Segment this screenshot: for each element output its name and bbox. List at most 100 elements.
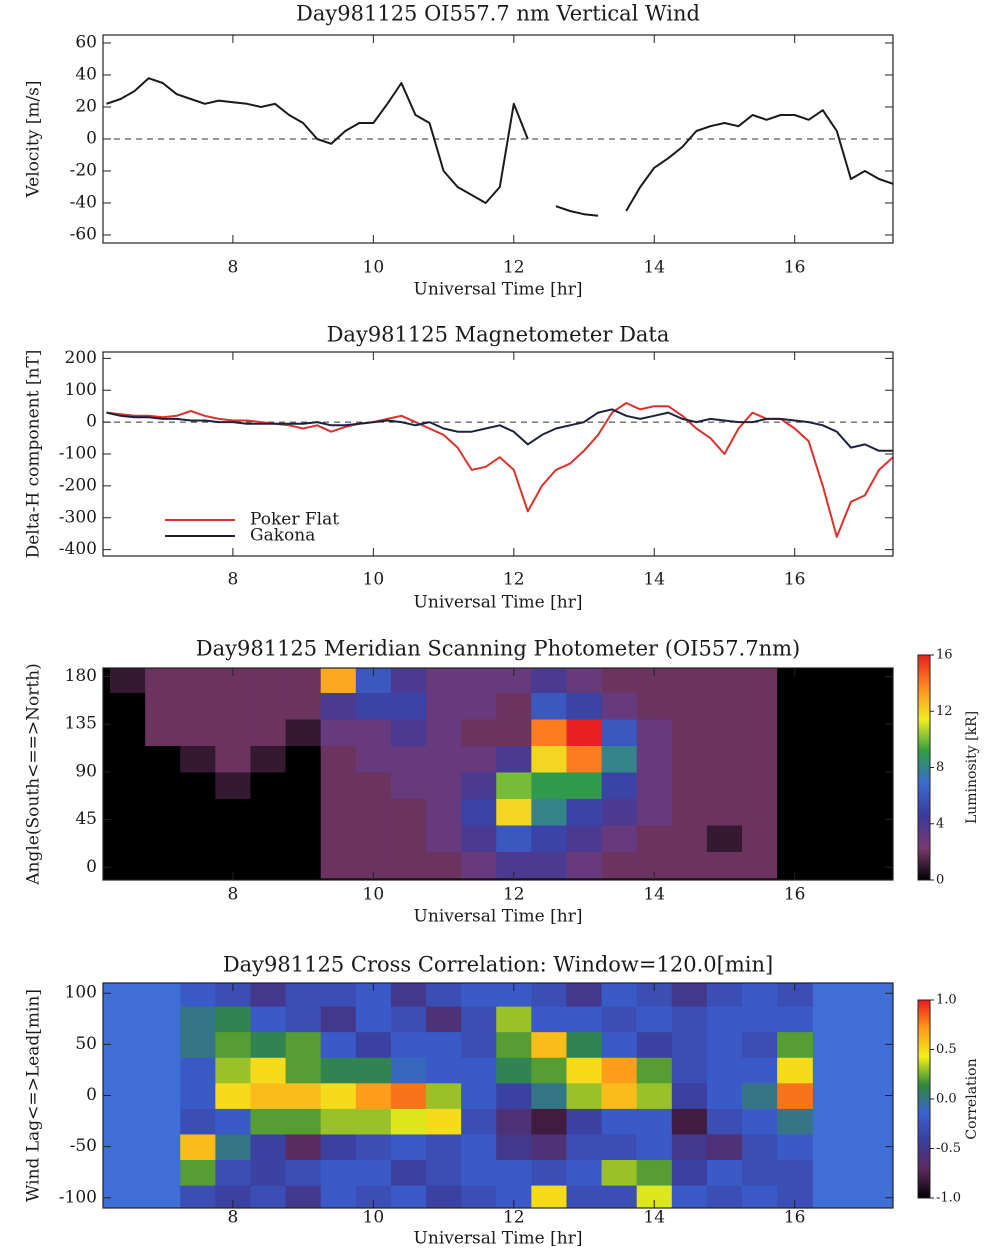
heat-cell [496, 1133, 532, 1161]
heat-cell [390, 1184, 427, 1208]
heat-cell [250, 1057, 287, 1084]
heat-cell [250, 1133, 287, 1161]
data-line [106, 77, 893, 217]
heat-cell [496, 1057, 532, 1084]
heat-cell [706, 824, 743, 852]
y-tick-label: 50 [75, 1034, 97, 1054]
heat-cell [285, 692, 322, 720]
heat-cell [777, 983, 813, 1007]
heat-cell [812, 745, 848, 773]
heat-cell [426, 1082, 462, 1109]
heat-cell [847, 745, 884, 773]
plot-area [103, 402, 893, 538]
heat-cell [566, 1082, 603, 1109]
heat-cell [320, 983, 357, 1007]
heat-cell [531, 798, 568, 826]
heat-cell [215, 692, 252, 720]
y-tick-label: -100 [59, 1187, 97, 1207]
y-tick-label: 0 [86, 129, 97, 149]
heat-cell [285, 1006, 322, 1033]
heat-cell [355, 1159, 392, 1186]
colorbar-tick-label: 0.5 [936, 1042, 957, 1057]
heat-cell [531, 1159, 568, 1186]
heat-cell [390, 851, 427, 879]
heat-cell [320, 1159, 357, 1186]
heat-cell [285, 668, 322, 693]
heat-cell [320, 1082, 357, 1109]
heat-cell [601, 983, 638, 1007]
heat-cell [671, 771, 708, 799]
heat-cell [566, 1108, 603, 1135]
heat-cell [145, 692, 181, 720]
heat-cell [320, 771, 357, 799]
heat-cell [426, 745, 462, 773]
heat-cell [426, 1006, 462, 1033]
heat-cell [706, 1006, 743, 1033]
heat-cell [777, 798, 813, 826]
heat-cell [461, 983, 497, 1007]
heat-cell [812, 692, 848, 720]
heat-cell [285, 1184, 322, 1208]
heat-cell [777, 745, 813, 773]
legend-label: Poker Flat [250, 510, 339, 530]
heat-cell [390, 1159, 427, 1186]
heat-cell [215, 771, 252, 799]
heat-cell [496, 1108, 532, 1135]
heat-cell [742, 1031, 778, 1058]
heat-cell [110, 668, 146, 693]
heat-cell [706, 745, 743, 773]
y-tick-label: 0 [86, 1085, 97, 1105]
heat-cell [531, 745, 568, 773]
heat-cell [180, 1057, 216, 1084]
heat-cell [145, 824, 181, 852]
plot-area [103, 983, 893, 1208]
heat-cell [847, 692, 884, 720]
heat-cell [250, 1184, 287, 1208]
heat-cell [566, 718, 603, 746]
heat-cell [706, 1108, 743, 1135]
plot-frame [102, 351, 894, 557]
heat-cell [777, 1184, 813, 1208]
heat-cell [355, 1031, 392, 1058]
heat-cell [461, 851, 497, 879]
heat-cell [426, 983, 462, 1007]
heat-cell [601, 824, 638, 852]
y-tick-label: 90 [75, 761, 97, 781]
heat-cell [426, 718, 462, 746]
heat-cell [461, 1082, 497, 1109]
heat-cell [742, 851, 778, 879]
y-tick-label: -200 [59, 475, 97, 495]
legend-label: Gakona [250, 526, 315, 546]
panel: Day981125 OI557.7 nm Vertical Wind Univer… [24, 2, 894, 300]
x-tick-label: 8 [227, 570, 238, 590]
heat-cell [145, 668, 181, 693]
heat-cell [320, 1031, 357, 1058]
heat-cell [215, 718, 252, 746]
heat-cell [496, 824, 532, 852]
heat-cell [601, 692, 638, 720]
heat-cell [601, 851, 638, 879]
heat-cell [390, 718, 427, 746]
heat-cell [215, 1057, 252, 1084]
heat-cell [145, 851, 181, 879]
heat-cell [426, 1108, 462, 1135]
heat-cell [110, 745, 146, 773]
heat-cell [426, 1159, 462, 1186]
heat-cell [742, 668, 778, 693]
heat-cell [566, 771, 603, 799]
heat-cell [566, 1057, 603, 1084]
heat-cell [355, 1082, 392, 1109]
heat-cell [531, 983, 568, 1007]
heat-cell [636, 718, 673, 746]
heat-cell [742, 983, 778, 1007]
x-tick-label: 12 [503, 885, 525, 905]
colorbar-tick-label: 16 [936, 648, 953, 663]
heat-cell [812, 718, 848, 746]
heat-cell [496, 771, 532, 799]
heat-cell [742, 824, 778, 852]
x-tick-label: 14 [643, 258, 665, 278]
heat-cell [390, 1031, 427, 1058]
y-tick-label: -50 [70, 1136, 97, 1156]
heat-cell [250, 1031, 287, 1058]
heat-cell [180, 1159, 216, 1186]
